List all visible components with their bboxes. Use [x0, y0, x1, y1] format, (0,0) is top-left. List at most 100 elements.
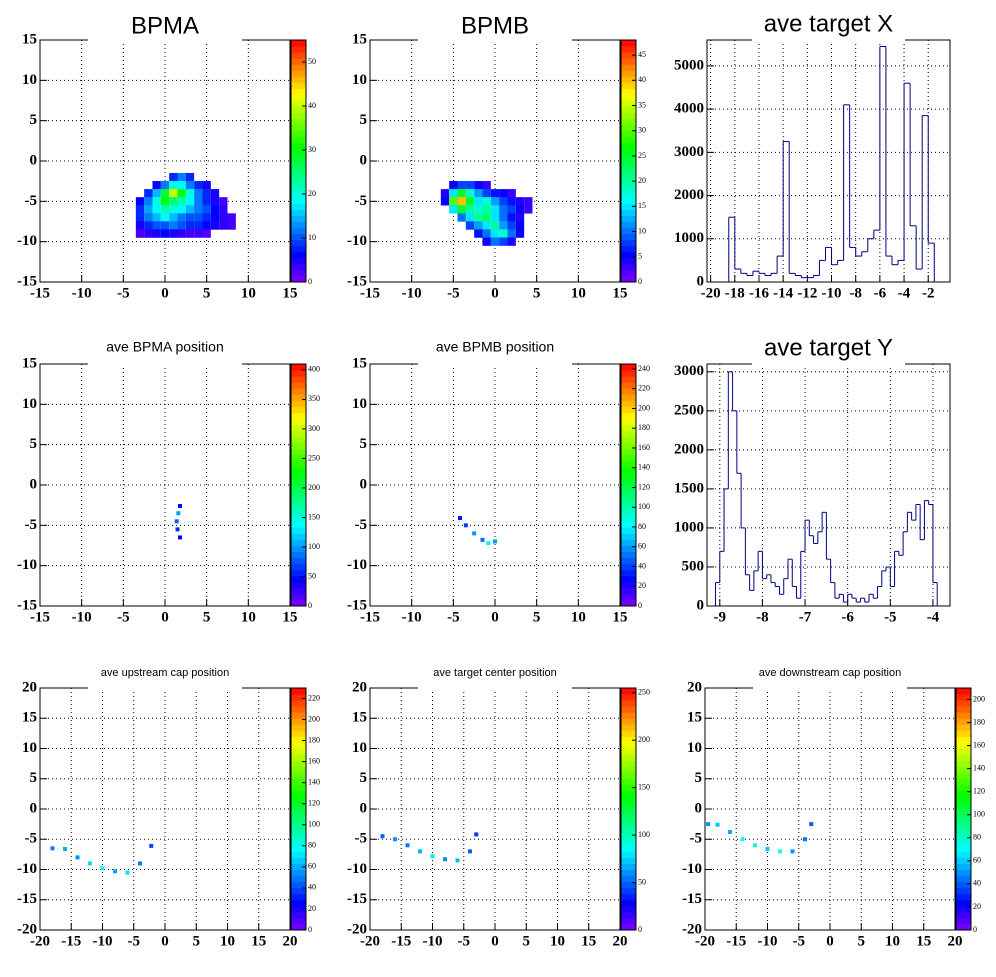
colorbar-segment — [621, 718, 636, 725]
x-tick-label: 20 — [613, 933, 628, 949]
colorbar-frame — [620, 363, 637, 607]
colorbar-segment — [621, 82, 636, 89]
colorbar-segment — [291, 136, 306, 144]
heat-cell — [465, 189, 475, 198]
heat-cell — [176, 511, 181, 516]
heat-cell — [515, 213, 525, 222]
heat-cell — [144, 229, 153, 238]
colorbar-segment — [621, 167, 636, 174]
x-tick-label: 10 — [220, 933, 235, 949]
y-tick-label: 10 — [22, 72, 37, 88]
colorbar-segment — [291, 533, 306, 540]
heat-cell — [482, 213, 491, 222]
heat-cell — [465, 197, 475, 206]
colorbar-segment — [956, 869, 971, 877]
heat-cell — [474, 213, 483, 222]
colorbar-segment — [291, 887, 306, 895]
y-tick-label: 0 — [360, 152, 368, 168]
colorbar-segment — [291, 197, 306, 204]
colorbar-segment — [621, 40, 636, 47]
y-tick-label: -5 — [355, 517, 368, 533]
heat-cell — [169, 172, 178, 182]
colorbar-segment — [621, 539, 636, 546]
heat-cell — [499, 189, 508, 198]
heat-cell — [144, 189, 153, 198]
colorbar-segment — [956, 784, 971, 792]
heat-cell — [177, 189, 186, 198]
colorbar-segment — [621, 275, 636, 283]
heat-cell — [490, 205, 500, 214]
colorbar-frame — [955, 687, 972, 931]
colorbar-segment — [291, 227, 306, 235]
y-tick-label: 1000 — [674, 230, 704, 246]
heat-cell — [778, 849, 782, 854]
colorbar-tick-label: 25 — [638, 151, 646, 160]
heat-cell — [152, 189, 161, 198]
colorbar-tick-label: 0 — [638, 601, 642, 610]
colorbar-segment — [956, 857, 971, 864]
colorbar-segment — [621, 88, 636, 95]
colorbar-segment — [621, 430, 636, 438]
colorbar-segment — [621, 509, 636, 516]
colorbar-segment — [291, 112, 306, 120]
colorbar-segment — [621, 76, 636, 83]
x-tick-label: -20 — [701, 285, 721, 301]
colorbar-segment — [621, 593, 636, 601]
y-tick-label: -20 — [17, 921, 37, 937]
colorbar-segment — [621, 478, 636, 486]
colorbar-segment — [956, 772, 971, 780]
x-tick-label: 5 — [203, 285, 211, 301]
x-tick-label: -7 — [799, 609, 812, 625]
colorbar-segment — [621, 436, 636, 444]
heat-cell — [515, 205, 525, 214]
colorbar-segment — [621, 418, 636, 425]
x-tick-label: 0 — [491, 933, 499, 949]
x-tick-label: 10 — [241, 609, 256, 625]
colorbar-segment — [621, 766, 636, 774]
heat-cell — [449, 181, 458, 190]
colorbar-tick-label: 140 — [973, 763, 985, 772]
heat-cell — [803, 837, 807, 842]
colorbar-segment — [956, 809, 971, 816]
colorbar-segment — [291, 911, 306, 919]
y-tick-label: -5 — [25, 517, 38, 533]
y-tick-label: -15 — [682, 891, 702, 907]
x-tick-label: -15 — [30, 285, 50, 301]
colorbar-segment — [291, 706, 306, 713]
x-tick-label: -20 — [30, 933, 50, 949]
colorbar-segment — [621, 394, 636, 401]
y-tick-label: 0 — [697, 597, 705, 613]
x-tick-label: -10 — [93, 933, 113, 949]
colorbar-segment — [621, 917, 636, 925]
heat-cell — [160, 221, 170, 230]
heat-cell — [185, 189, 195, 198]
colorbar-segment — [956, 827, 971, 834]
colorbar-tick-label: 160 — [308, 756, 320, 765]
colorbar-segment — [621, 124, 636, 132]
colorbar-tick-label: 120 — [638, 482, 650, 491]
heat-cell — [474, 197, 483, 206]
x-tick-label: -15 — [360, 609, 380, 625]
heat-cell — [202, 229, 211, 238]
colorbar-segment — [621, 778, 636, 786]
colorbar-tick-label: 400 — [308, 365, 320, 374]
y-tick-label: 4000 — [674, 101, 704, 117]
y-tick-label: 0 — [30, 152, 38, 168]
colorbar-segment — [291, 893, 306, 901]
heat-cell — [480, 537, 485, 542]
heat-cell — [440, 197, 450, 206]
colorbar-segment — [621, 851, 636, 858]
heat-cell — [177, 181, 186, 190]
colorbar-segment — [621, 748, 636, 756]
colorbar-segment — [621, 527, 636, 534]
heat-cell — [144, 213, 153, 222]
colorbar-segment — [621, 863, 636, 870]
heat-cell — [493, 539, 497, 544]
colorbar-segment — [291, 442, 306, 450]
heat-cell — [430, 854, 435, 859]
colorbar-segment — [621, 533, 636, 540]
heat-cell — [227, 221, 236, 230]
title-box — [752, 14, 905, 41]
heat-cell — [75, 855, 80, 860]
